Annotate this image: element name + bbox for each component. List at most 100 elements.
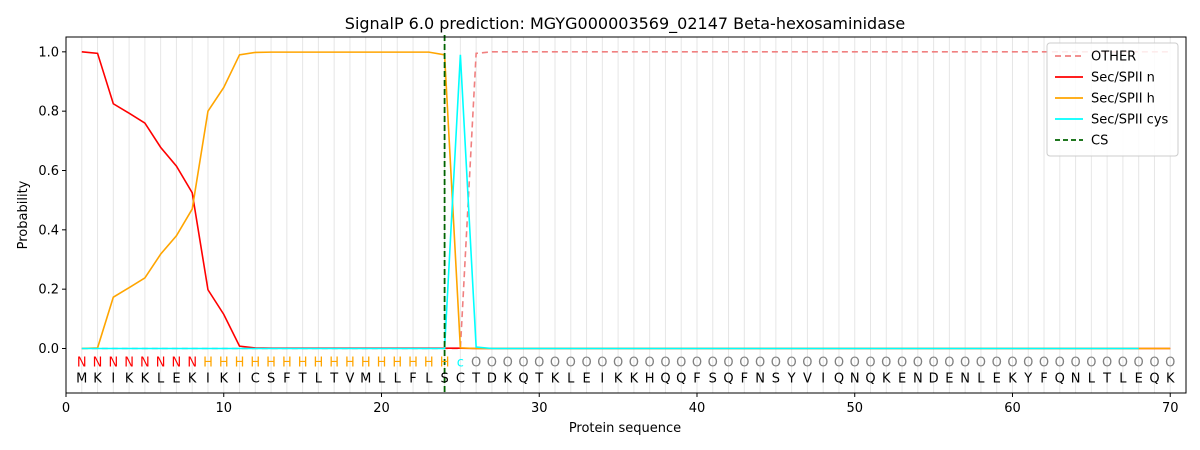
region-label: N — [156, 355, 166, 370]
region-label: O — [1086, 355, 1096, 370]
residue-label: M — [76, 372, 87, 387]
region-label: O — [992, 355, 1002, 370]
residue-label: K — [219, 372, 228, 387]
legend-label: Sec/SPII cys — [1091, 113, 1169, 128]
residue-label: L — [977, 372, 985, 387]
legend-label: Sec/SPII n — [1091, 71, 1155, 86]
region-label: O — [1055, 355, 1065, 370]
region-label: O — [881, 355, 891, 370]
region-label: O — [1149, 355, 1159, 370]
residue-label: K — [503, 372, 512, 387]
legend: OTHER Sec/SPII n Sec/SPII h Sec/SPII cys CS — [1046, 42, 1179, 157]
residue-label: L — [157, 372, 165, 387]
region-label: N — [124, 355, 134, 370]
region-label: O — [1165, 355, 1175, 370]
residue-label: Y — [787, 372, 796, 387]
region-label: O — [723, 355, 733, 370]
region-label: O — [1007, 355, 1017, 370]
residue-label: K — [882, 372, 891, 387]
sequence-labels: NMNKNINKNKNLNENKHIHKHIHCHSHFHTHLHTHVHMHL… — [76, 355, 1175, 386]
residue-label: L — [425, 372, 433, 387]
residue-label: H — [645, 372, 655, 387]
residue-label: K — [1008, 372, 1017, 387]
residue-label: S — [267, 372, 275, 387]
region-label: O — [802, 355, 812, 370]
region-label: H — [361, 355, 371, 370]
residue-label: E — [993, 372, 1001, 387]
residue-label: I — [206, 372, 210, 387]
residue-label: K — [630, 372, 639, 387]
x-tick-label: 60 — [1004, 401, 1021, 416]
region-label: H — [314, 355, 324, 370]
residue-label: V — [345, 372, 354, 387]
x-tick-label: 0 — [62, 401, 70, 416]
region-label: O — [1039, 355, 1049, 370]
region-label: O — [503, 355, 513, 370]
region-label: O — [534, 355, 544, 370]
region-label: O — [550, 355, 560, 370]
residue-label: K — [125, 372, 134, 387]
residue-label: L — [1088, 372, 1096, 387]
region-label: O — [1118, 355, 1128, 370]
residue-label: E — [172, 372, 180, 387]
region-label: O — [787, 355, 797, 370]
y-tick-label: 1.0 — [38, 45, 59, 60]
residue-label: N — [913, 372, 923, 387]
residue-label: Q — [676, 372, 686, 387]
residue-label: Q — [834, 372, 844, 387]
region-label: O — [834, 355, 844, 370]
residue-label: F — [1040, 372, 1047, 387]
legend-label: Sec/SPII h — [1091, 92, 1155, 107]
residue-label: E — [898, 372, 906, 387]
residue-label: Q — [518, 372, 528, 387]
y-tick-label: 0.0 — [38, 342, 59, 357]
x-tick-label: 20 — [373, 401, 390, 416]
region-label: O — [566, 355, 576, 370]
region-label: O — [1102, 355, 1112, 370]
region-label: O — [1023, 355, 1033, 370]
residue-label: N — [960, 372, 970, 387]
region-label: O — [629, 355, 639, 370]
region-label: H — [266, 355, 276, 370]
residue-label: I — [821, 372, 825, 387]
residue-label: Y — [1023, 372, 1032, 387]
region-label: N — [108, 355, 118, 370]
plot-frame — [65, 36, 1187, 394]
residue-label: K — [93, 372, 102, 387]
region-label: O — [613, 355, 623, 370]
region-label: O — [676, 355, 686, 370]
region-label: O — [976, 355, 986, 370]
region-label: N — [187, 355, 197, 370]
region-label: N — [93, 355, 103, 370]
residue-label: K — [188, 372, 197, 387]
region-label: O — [897, 355, 907, 370]
region-label: O — [928, 355, 938, 370]
residue-label: Q — [660, 372, 670, 387]
series-lines — [81, 35, 1171, 393]
region-label: H — [408, 355, 418, 370]
residue-label: F — [741, 372, 748, 387]
residue-label: Q — [1055, 372, 1065, 387]
residue-label: N — [850, 372, 860, 387]
residue-label: L — [378, 372, 386, 387]
region-label: H — [440, 355, 450, 370]
region-label: H — [219, 355, 229, 370]
residue-label: I — [600, 372, 604, 387]
legend-label: OTHER — [1091, 50, 1136, 65]
residue-label: N — [755, 372, 765, 387]
residue-label: C — [456, 372, 465, 387]
region-label: c — [457, 355, 464, 370]
region-label: O — [581, 355, 591, 370]
region-label: O — [739, 355, 749, 370]
region-label: H — [377, 355, 387, 370]
legend-box — [1046, 42, 1179, 157]
y-tick-label: 0.4 — [38, 223, 59, 238]
residue-label: N — [1071, 372, 1081, 387]
region-label: N — [140, 355, 150, 370]
residue-label: E — [582, 372, 590, 387]
residue-label: T — [298, 372, 307, 387]
residue-label: T — [1102, 372, 1111, 387]
grid-lines — [81, 37, 1171, 393]
residue-label: F — [409, 372, 416, 387]
